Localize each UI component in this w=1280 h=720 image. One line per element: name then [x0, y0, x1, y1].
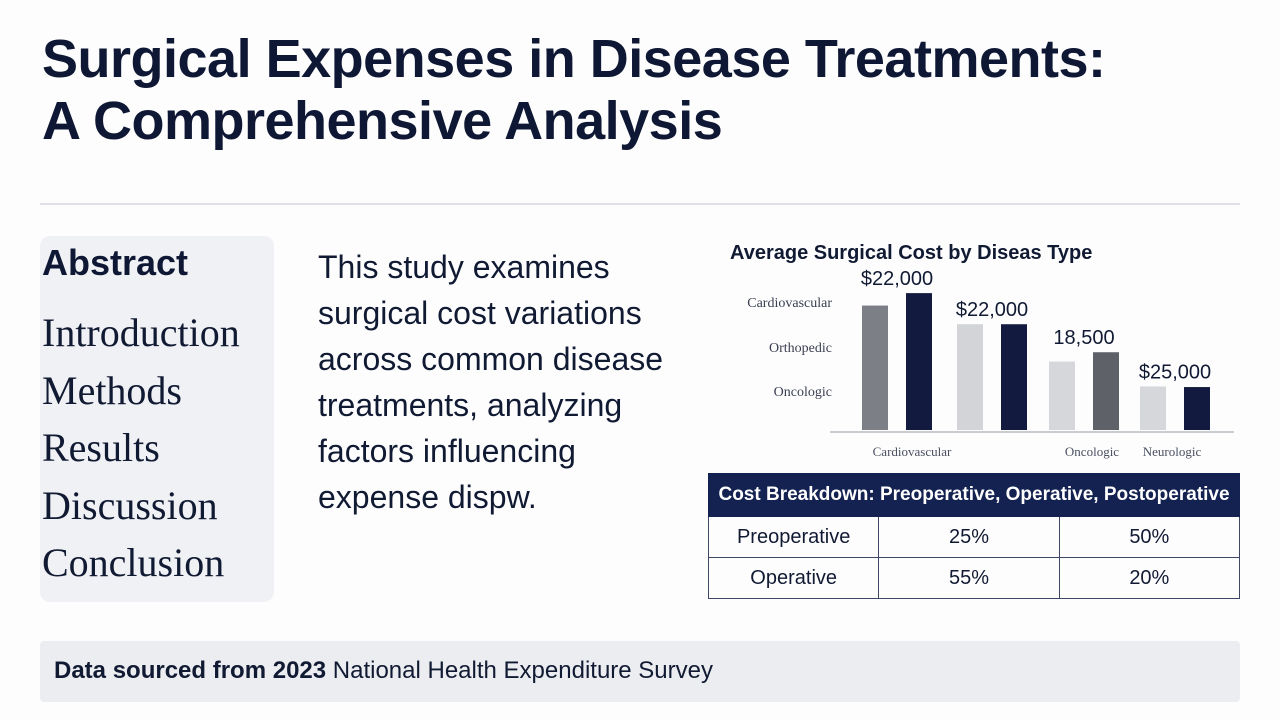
nav-item-discussion[interactable]: Discussion — [42, 482, 218, 528]
y-tick-label: Oncologic — [774, 385, 832, 400]
source-footer: Data sourced from 2023 National Health E… — [40, 641, 1240, 702]
page-title: Surgical Expenses in Disease Treatments:… — [42, 28, 1242, 152]
nav-item-introduction[interactable]: Introduction — [42, 310, 240, 355]
source-note-rest: National Health Expenditure Survey — [326, 657, 713, 684]
chart-bar — [906, 293, 932, 430]
x-tick-label: Neurologic — [1143, 444, 1202, 459]
bar-value-label: $22,000 — [861, 268, 933, 290]
nav-item-methods[interactable]: Methods — [42, 367, 182, 413]
chart-bar — [1093, 352, 1119, 430]
title-line-1: Surgical Expenses in Disease Treatments: — [42, 29, 1106, 89]
table-row: Operative 55% 20% — [707, 557, 1241, 599]
nav-item-conclusion[interactable]: Conclusion — [42, 540, 225, 585]
chart-bar — [862, 305, 888, 430]
x-tick-label: Cardiovascular — [873, 444, 952, 459]
cost-bar-chart: Cardiovascular Orthopedic Oncologic $22,000… — [747, 268, 1234, 459]
table-header: Cost Breakdown: Preoperative, Operative,… — [708, 473, 1240, 517]
abstract-text: This study examines surgical cost variat… — [318, 249, 664, 515]
y-tick-label: Orthopedic — [769, 341, 832, 356]
section-nav: Abstract Introduction Methods Results Di… — [40, 236, 274, 602]
nav-heading-abstract[interactable]: Abstract — [42, 242, 189, 283]
x-tick-label: Oncologic — [1065, 444, 1119, 459]
row-label-operative: Operative — [707, 557, 880, 599]
table-cell: 50% — [1058, 516, 1241, 558]
section-list: Introduction Methods Results Discussion … — [42, 304, 240, 592]
bar-value-label: $22,000 — [956, 299, 1028, 321]
table-row: Preoperative 25% 50% — [707, 516, 1241, 558]
bar-value-label: 18,500 — [1053, 327, 1114, 349]
source-note: Data sourced from 2023 National Health E… — [54, 657, 713, 685]
title-divider — [40, 203, 1240, 205]
chart-bar — [1184, 387, 1210, 430]
chart-bar — [1001, 324, 1027, 430]
nav-item-results[interactable]: Results — [42, 425, 160, 470]
table-cell: 25% — [878, 516, 1060, 558]
title-line-2: A Comprehensive Analysis — [42, 91, 723, 151]
y-tick-label: Cardiovascular — [747, 296, 832, 311]
bar-value-label: $25,000 — [1139, 361, 1211, 383]
cost-breakdown-table: Cost Breakdown: Preoperative, Operative,… — [707, 473, 1241, 599]
chart-title: Average Surgical Cost by Diseas Type — [730, 242, 1093, 264]
chart-bar — [1140, 386, 1166, 430]
chart-bar — [1049, 361, 1075, 430]
row-label-preoperative: Preoperative — [707, 516, 880, 558]
table-header-row: Cost Breakdown: Preoperative, Operative,… — [708, 473, 1240, 517]
source-note-bold: Data sourced from 2023 — [54, 657, 327, 684]
table-cell: 20% — [1058, 557, 1241, 599]
chart-bar — [957, 324, 983, 430]
table-cell: 55% — [878, 557, 1060, 599]
